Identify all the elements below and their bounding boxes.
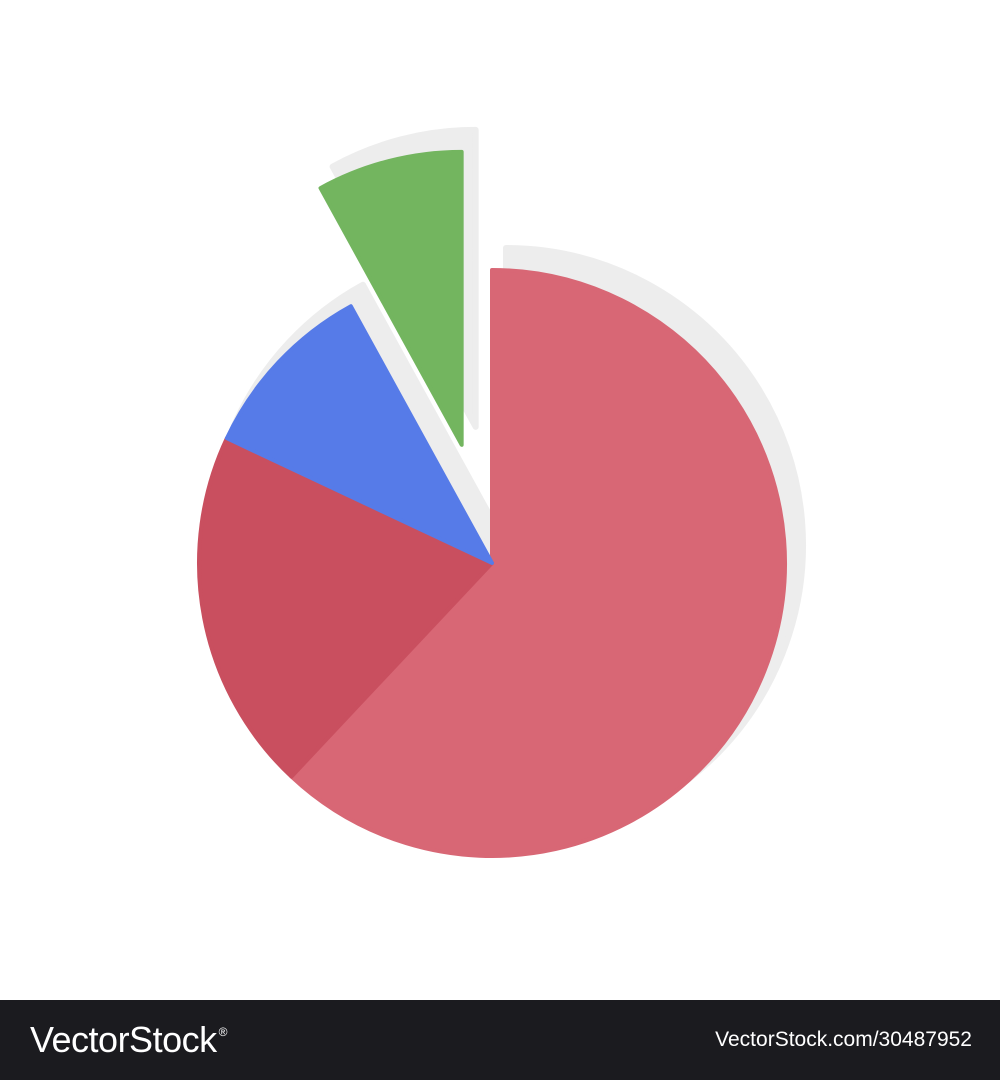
image-id-label: VectorStock.com/30487952 (715, 1028, 972, 1051)
pie-slice-4 (318, 149, 464, 447)
pie-chart (197, 126, 806, 858)
brand-name: VectorStock (30, 1019, 217, 1060)
pie-slice-1 (289, 268, 787, 858)
pie-slice-3 (224, 304, 494, 565)
pie-slice-2 (197, 436, 494, 779)
pie-slice-layer (197, 149, 787, 858)
watermark-footer: VectorStock ® VectorStock.com/30487952 (0, 1000, 1000, 1080)
registered-mark: ® (218, 1025, 228, 1039)
chart-canvas (197, 126, 806, 858)
brand-logo: VectorStock ® (30, 1019, 227, 1061)
